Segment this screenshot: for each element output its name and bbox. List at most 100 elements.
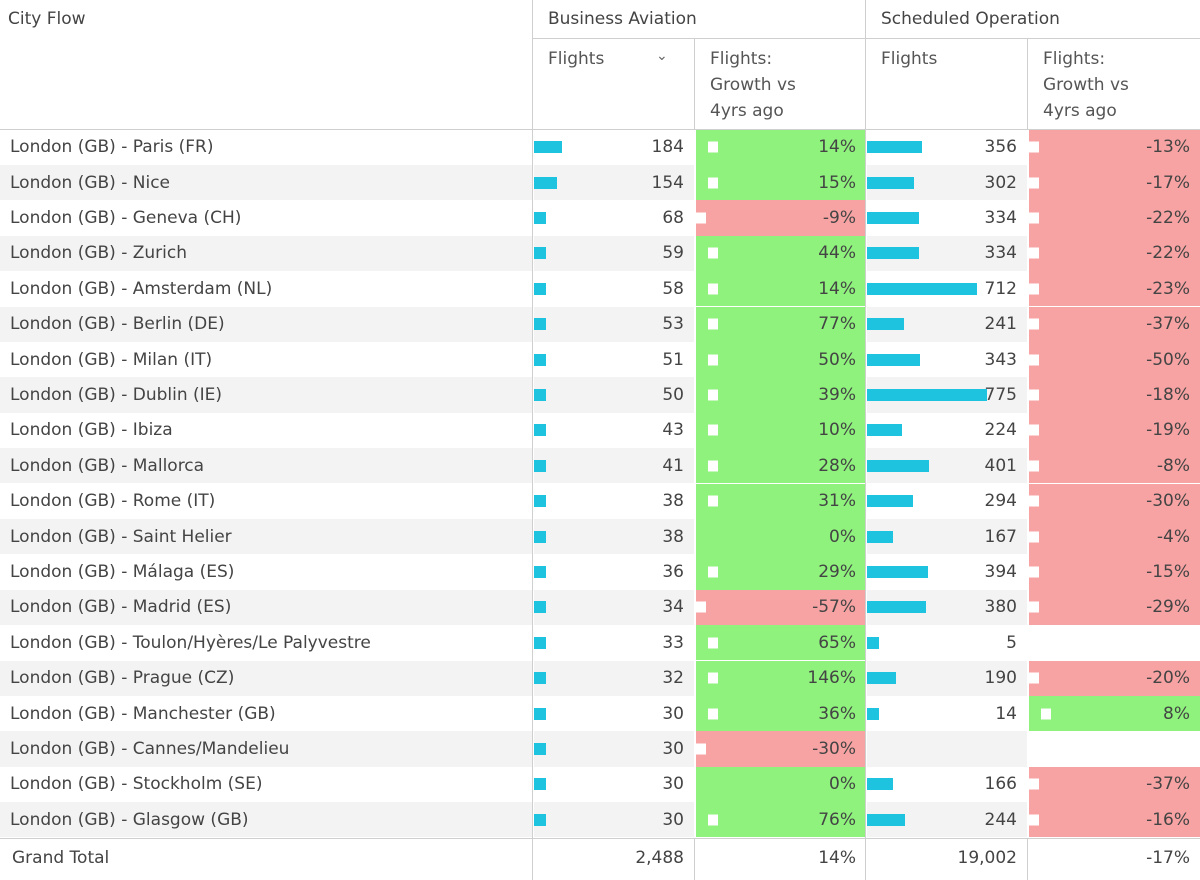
- ba-growth-cell: 36%: [696, 695, 866, 732]
- city-flow-cell[interactable]: London (GB) - Ibiza: [10, 420, 173, 441]
- growth-marker: [696, 601, 706, 613]
- ba-flights-bar: [534, 424, 546, 437]
- city-flow-cell[interactable]: London (GB) - Mallorca: [10, 455, 205, 476]
- growth-marker: [1029, 354, 1039, 366]
- row-background: [534, 306, 694, 342]
- so-growth-cell: -18%: [1029, 377, 1200, 413]
- so-flights-cell: 294: [867, 484, 1027, 519]
- city-flow-cell[interactable]: London (GB) - Stockholm (SE): [10, 774, 263, 795]
- so-growth-cell: -29%: [1029, 589, 1200, 626]
- ba-flights-cell: 59: [534, 236, 694, 271]
- growth-marker: [1029, 460, 1039, 472]
- table-row[interactable]: London (GB) - Paris (FR) 184 14% 356 -13%: [0, 129, 1200, 165]
- grand-total-ba-growth: 14%: [818, 848, 856, 868]
- ba-flights-cell: 32: [534, 661, 694, 696]
- city-flow-cell[interactable]: London (GB) - Zurich: [10, 243, 188, 264]
- city-flow-cell[interactable]: London (GB) - Geneva (CH): [10, 207, 242, 228]
- row-background: [0, 518, 532, 555]
- so-flights-cell: 401: [867, 448, 1027, 483]
- city-flow-cell[interactable]: London (GB) - Nice: [10, 172, 171, 193]
- table-row[interactable]: London (GB) - Mallorca 41 28% 401 -8%: [0, 448, 1200, 484]
- so-flights-bar: [867, 459, 929, 472]
- growth-marker: [1041, 708, 1051, 720]
- ba-flights-bar: [534, 672, 546, 685]
- table-row[interactable]: London (GB) - Saint Helier 38 0% 167 -4%: [0, 518, 1200, 555]
- growth-marker: [1029, 566, 1039, 578]
- city-flow-cell[interactable]: London (GB) - Dublin (IE): [10, 384, 223, 405]
- so-flights-bar: [867, 211, 919, 224]
- so-growth-cell: -50%: [1029, 341, 1200, 378]
- grand-total-row: Grand Total 2,488 14% 19,002 -17%: [0, 838, 1200, 878]
- table-row[interactable]: London (GB) - Prague (CZ) 32 146% 190 -20%: [0, 660, 1200, 696]
- ba-flights-cell: 41: [534, 448, 694, 483]
- city-flow-header[interactable]: City Flow: [8, 9, 86, 29]
- table-row[interactable]: London (GB) - Madrid (ES) 34 -57% 380 -29%: [0, 589, 1200, 626]
- city-flow-cell[interactable]: London (GB) - Saint Helier: [10, 526, 232, 547]
- city-flow-cell[interactable]: London (GB) - Amsterdam (NL): [10, 278, 273, 299]
- so-growth-cell: -37%: [1029, 306, 1200, 342]
- ba-growth-cell: 14%: [696, 271, 866, 307]
- so-flights-bar: [867, 282, 977, 295]
- ba-growth-cell: 65%: [696, 625, 866, 661]
- city-flow-cell[interactable]: London (GB) - Toulon/Hyères/Le Palyvestr…: [10, 632, 371, 653]
- table-row[interactable]: London (GB) - Manchester (GB) 30 36% 14 8%: [0, 695, 1200, 732]
- table-row[interactable]: London (GB) - Geneva (CH) 68 -9% 334 -22%: [0, 200, 1200, 236]
- chevron-down-icon[interactable]: ⌄: [656, 48, 668, 64]
- growth-marker: [708, 814, 718, 826]
- table-row[interactable]: London (GB) - Nice 154 15% 302 -17%: [0, 164, 1200, 201]
- table-row[interactable]: London (GB) - Zurich 59 44% 334 -22%: [0, 235, 1200, 272]
- so-flights-cell: 190: [867, 661, 1027, 696]
- table-row[interactable]: London (GB) - Amsterdam (NL) 58 14% 712 -23%: [0, 271, 1200, 307]
- city-flow-cell[interactable]: London (GB) - Paris (FR): [10, 137, 214, 158]
- table-row[interactable]: London (GB) - Glasgow (GB) 30 76% 244 -16%: [0, 802, 1200, 838]
- so-flights-cell: 380: [867, 590, 1027, 625]
- city-flow-cell[interactable]: London (GB) - Málaga (ES): [10, 561, 235, 582]
- row-background: [0, 164, 532, 201]
- city-flow-cell[interactable]: London (GB) - Manchester (GB): [10, 703, 276, 724]
- so-growth-cell: -19%: [1029, 412, 1200, 449]
- table-row[interactable]: London (GB) - Rome (IT) 38 31% 294 -30%: [0, 483, 1200, 519]
- so-growth-cell: -22%: [1029, 200, 1200, 236]
- city-flow-cell[interactable]: London (GB) - Cannes/Mandelieu: [10, 738, 290, 759]
- table-row[interactable]: London (GB) - Cannes/Mandelieu 30 -30%: [0, 731, 1200, 767]
- ba-flights-bar: [534, 601, 546, 614]
- ba-flights-bar: [534, 813, 546, 826]
- growth-marker: [1029, 814, 1039, 826]
- row-background: [0, 306, 532, 342]
- so-flights-header[interactable]: Flights: [881, 49, 938, 69]
- ba-flights-bar: [534, 282, 546, 295]
- table-row[interactable]: London (GB) - Dublin (IE) 50 39% 775 -18%: [0, 377, 1200, 413]
- row-background: [0, 448, 532, 484]
- column-divider: [1027, 838, 1028, 880]
- growth-marker: [1029, 601, 1039, 613]
- ba-growth-cell: 39%: [696, 377, 866, 413]
- so-flights-bar: [867, 247, 919, 260]
- table-row[interactable]: London (GB) - Berlin (DE) 53 77% 241 -37%: [0, 306, 1200, 342]
- city-flow-cell[interactable]: London (GB) - Berlin (DE): [10, 314, 225, 335]
- table-row[interactable]: London (GB) - Milan (IT) 51 50% 343 -50%: [0, 341, 1200, 378]
- ba-flights-header[interactable]: Flights: [548, 49, 605, 69]
- scheduled-operation-header[interactable]: Scheduled Operation: [881, 9, 1060, 29]
- grand-total-so-growth: -17%: [1146, 848, 1190, 868]
- table-row[interactable]: London (GB) - Toulon/Hyères/Le Palyvestr…: [0, 625, 1200, 661]
- column-divider: [694, 38, 695, 129]
- ba-growth-header[interactable]: Flights: Growth vs 4yrs ago: [710, 49, 796, 121]
- table-row[interactable]: London (GB) - Málaga (ES) 36 29% 394 -15%: [0, 554, 1200, 590]
- business-aviation-header[interactable]: Business Aviation: [548, 9, 697, 29]
- city-flow-cell[interactable]: London (GB) - Milan (IT): [10, 349, 213, 370]
- city-flow-cell[interactable]: London (GB) - Rome (IT): [10, 491, 216, 512]
- grand-total-so-flights: 19,002: [957, 848, 1017, 868]
- city-flow-cell[interactable]: London (GB) - Madrid (ES): [10, 597, 232, 618]
- row-background: [0, 802, 532, 838]
- ba-flights-cell: 30: [534, 731, 694, 766]
- table-row[interactable]: London (GB) - Ibiza 43 10% 224 -19%: [0, 412, 1200, 449]
- city-flow-cell[interactable]: London (GB) - Prague (CZ): [10, 668, 235, 689]
- ba-growth-cell: 31%: [696, 483, 866, 519]
- so-growth-cell: -8%: [1029, 448, 1200, 484]
- ba-flights-bar: [534, 459, 546, 472]
- table-row[interactable]: London (GB) - Stockholm (SE) 30 0% 166 -37%: [0, 766, 1200, 803]
- so-growth-header[interactable]: Flights: Growth vs 4yrs ago: [1043, 49, 1129, 121]
- growth-marker: [708, 424, 718, 436]
- city-flow-cell[interactable]: London (GB) - Glasgow (GB): [10, 809, 249, 830]
- ba-flights-cell: 53: [534, 307, 694, 342]
